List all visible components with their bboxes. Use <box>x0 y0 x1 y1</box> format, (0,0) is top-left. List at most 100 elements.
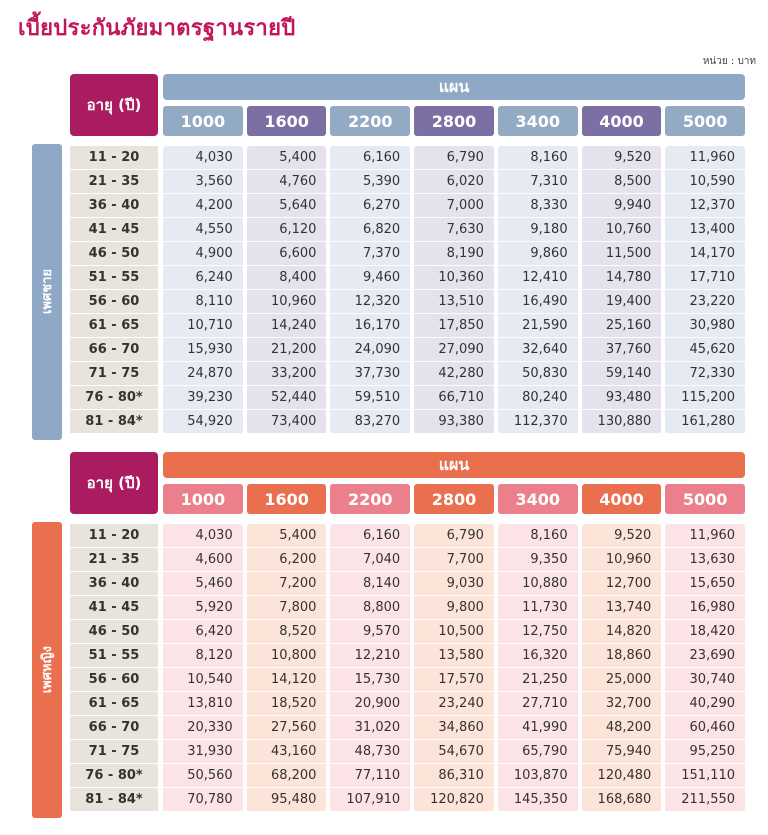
premium-cell: 10,500 <box>414 620 494 644</box>
premium-cell: 10,760 <box>581 218 662 242</box>
premium-cell: 9,520 <box>581 524 662 548</box>
premium-cell: 6,160 <box>330 146 411 170</box>
premium-cell: 8,160 <box>497 524 578 548</box>
premium-cell: 12,750 <box>497 620 578 644</box>
premium-cell: 54,670 <box>414 740 494 764</box>
gender-label-male: เพศชาย <box>32 144 62 440</box>
premium-cell: 31,930 <box>163 740 243 764</box>
premium-cell: 8,120 <box>163 644 243 668</box>
premium-cell: 18,860 <box>581 644 662 668</box>
premium-cell: 93,380 <box>414 410 494 434</box>
premium-cell: 10,590 <box>665 170 746 194</box>
premium-cell: 6,420 <box>163 620 243 644</box>
premium-cell: 80,240 <box>497 386 578 410</box>
premium-column: 9,520 10,960 12,700 13,740 14,820 18,860 25,00… <box>581 524 662 812</box>
age-cell: 51 - 55 <box>70 644 158 668</box>
premium-cell: 60,460 <box>665 716 746 740</box>
premium-cell: 10,360 <box>414 266 494 290</box>
premium-cell: 8,110 <box>163 290 243 314</box>
premium-cell: 24,870 <box>163 362 243 386</box>
premium-cell: 39,230 <box>163 386 243 410</box>
premium-cell: 27,090 <box>414 338 494 362</box>
plan-5: 4000 <box>581 484 662 514</box>
plan-4: 3400 <box>497 106 578 136</box>
premium-column: 5,400 4,760 5,640 6,120 6,600 8,400 10,960 14,2… <box>246 146 327 434</box>
premium-cell: 15,930 <box>163 338 243 362</box>
age-cell: 71 - 75 <box>70 362 158 386</box>
gender-label-text: เพศหญิง <box>39 646 55 694</box>
premium-cell: 9,860 <box>497 242 578 266</box>
premium-cell: 120,480 <box>581 764 662 788</box>
plan-header: แผน <box>163 452 745 478</box>
plan-1: 1600 <box>246 106 327 136</box>
premium-cell: 7,800 <box>246 596 327 620</box>
premium-cell: 211,550 <box>665 788 746 812</box>
premium-column: 6,160 7,040 8,140 8,800 9,570 12,210 15,730 20,… <box>330 524 411 812</box>
premium-cell: 14,780 <box>581 266 662 290</box>
premium-cell: 107,910 <box>330 788 411 812</box>
premium-cell: 10,960 <box>581 548 662 572</box>
premium-cell: 120,820 <box>414 788 494 812</box>
age-cell: 41 - 45 <box>70 596 158 620</box>
premium-cell: 7,000 <box>414 194 494 218</box>
age-cell: 36 - 40 <box>70 194 158 218</box>
premium-cell: 16,320 <box>497 644 578 668</box>
premium-cell: 5,460 <box>163 572 243 596</box>
premium-cell: 10,710 <box>163 314 243 338</box>
premium-cell: 65,790 <box>497 740 578 764</box>
premium-cell: 30,980 <box>665 314 746 338</box>
age-header: อายุ (ปี) <box>70 452 158 514</box>
premium-cell: 115,200 <box>665 386 746 410</box>
age-cell: 46 - 50 <box>70 242 158 266</box>
premium-cell: 4,760 <box>246 170 327 194</box>
premium-cell: 8,140 <box>330 572 411 596</box>
premium-cell: 24,090 <box>330 338 411 362</box>
premium-cell: 6,200 <box>246 548 327 572</box>
premium-cell: 15,730 <box>330 668 411 692</box>
premium-cell: 59,140 <box>581 362 662 386</box>
premium-column: 4,030 3,560 4,200 4,550 4,900 6,240 8,110 10,71… <box>163 146 243 434</box>
premium-cell: 6,160 <box>330 524 411 548</box>
premium-cell: 54,920 <box>163 410 243 434</box>
premium-cell: 9,570 <box>330 620 411 644</box>
plan-3: 2800 <box>414 106 494 136</box>
premium-cell: 17,710 <box>665 266 746 290</box>
premium-cell: 9,460 <box>330 266 411 290</box>
premium-cell: 8,160 <box>497 146 578 170</box>
premium-cell: 9,350 <box>497 548 578 572</box>
premium-columns: 4,030 3,560 4,200 4,550 4,900 6,240 8,110 10,71… <box>163 146 746 434</box>
premium-cell: 23,220 <box>665 290 746 314</box>
premium-cell: 23,240 <box>414 692 494 716</box>
premium-cell: 4,550 <box>163 218 243 242</box>
premium-cell: 50,560 <box>163 764 243 788</box>
premium-cell: 3,560 <box>163 170 243 194</box>
plan-0: 1000 <box>163 106 243 136</box>
premium-cell: 112,370 <box>497 410 578 434</box>
premium-column: 6,790 7,700 9,030 9,800 10,500 13,580 17,570 23… <box>414 524 494 812</box>
premium-cell: 19,400 <box>581 290 662 314</box>
premium-column: 6,790 6,020 7,000 7,630 8,190 10,360 13,510 17,… <box>414 146 494 434</box>
premium-cell: 6,120 <box>246 218 327 242</box>
premium-cell: 13,510 <box>414 290 494 314</box>
premium-column: 4,030 4,600 5,460 5,920 6,420 8,120 10,540 13,8… <box>163 524 243 812</box>
premium-column: 5,400 6,200 7,200 7,800 8,520 10,800 14,120 18,… <box>246 524 327 812</box>
premium-cell: 16,170 <box>330 314 411 338</box>
premium-cell: 16,980 <box>665 596 746 620</box>
premium-cell: 45,620 <box>665 338 746 362</box>
premium-cell: 10,960 <box>246 290 327 314</box>
age-cell: 81 - 84* <box>70 788 158 812</box>
premium-cell: 8,520 <box>246 620 327 644</box>
premium-cell: 9,800 <box>414 596 494 620</box>
plan-1: 1600 <box>246 484 327 514</box>
age-cell: 11 - 20 <box>70 524 158 548</box>
premium-column: 9,520 8,500 9,940 10,760 11,500 14,780 19,400 2… <box>581 146 662 434</box>
premium-cell: 5,390 <box>330 170 411 194</box>
premium-cell: 12,370 <box>665 194 746 218</box>
premium-cell: 7,040 <box>330 548 411 572</box>
premium-cell: 13,810 <box>163 692 243 716</box>
premium-cell: 95,250 <box>665 740 746 764</box>
age-cell: 21 - 35 <box>70 170 158 194</box>
plan-6: 5000 <box>665 106 746 136</box>
premium-column: 8,160 9,350 10,880 11,730 12,750 16,320 21,250… <box>497 524 578 812</box>
premium-cell: 68,200 <box>246 764 327 788</box>
